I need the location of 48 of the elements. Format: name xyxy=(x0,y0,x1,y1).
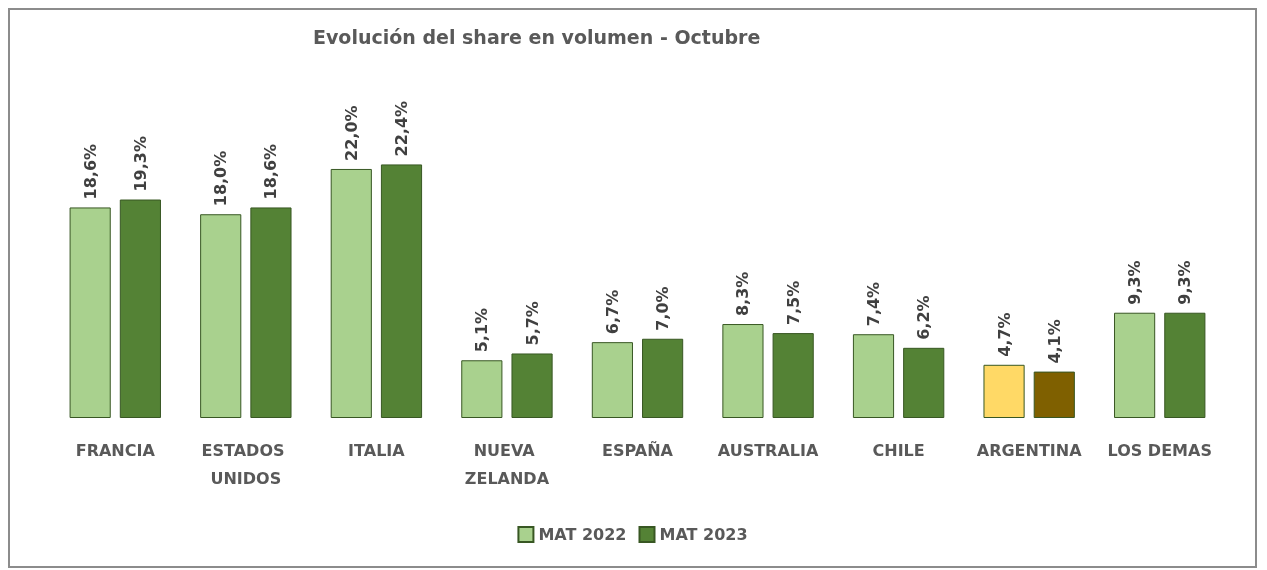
bar xyxy=(330,168,372,418)
data-label: 22,4% xyxy=(392,100,411,157)
data-label: 6,7% xyxy=(602,289,622,335)
x-tick-label: ARGENTINA xyxy=(976,440,1083,460)
x-tick-label: ESPAÑA xyxy=(602,440,674,460)
bar xyxy=(642,338,684,418)
data-label: 9,3% xyxy=(1125,260,1145,305)
bar xyxy=(591,342,633,418)
bar xyxy=(200,214,242,418)
bar xyxy=(380,164,423,418)
bar xyxy=(852,334,895,418)
bar xyxy=(722,324,764,418)
data-label: 18,6% xyxy=(80,143,100,200)
bar xyxy=(983,364,1025,418)
bar xyxy=(903,347,945,418)
data-label: 19,3% xyxy=(130,136,150,192)
bar xyxy=(69,207,111,418)
data-label: 8,3% xyxy=(733,271,753,317)
x-tick-label: ITALIA xyxy=(348,440,406,460)
data-label: 7,0% xyxy=(653,286,673,331)
data-label: 5,1% xyxy=(472,307,492,353)
x-tick-label: CHILE xyxy=(872,440,925,460)
x-tick-label: LOS DEMAS xyxy=(1107,440,1212,460)
bar xyxy=(1114,312,1156,418)
data-label: 18,6% xyxy=(261,143,281,200)
bar xyxy=(1164,312,1206,418)
bar xyxy=(119,199,161,418)
bar xyxy=(1033,371,1075,418)
x-tick-label: FRANCIA xyxy=(75,440,156,460)
data-label: 4,1% xyxy=(1044,319,1064,364)
x-tick-label: AUSTRALIA xyxy=(717,440,819,460)
data-label: 18,0% xyxy=(211,150,231,207)
chart-title: Evolución del share en volumen - Octubre xyxy=(313,25,761,48)
x-tick-label: ESTADOS UNIDOS xyxy=(201,440,291,488)
bar xyxy=(250,207,292,418)
legend-label: MAT 2022 xyxy=(538,525,627,544)
bar xyxy=(772,333,814,418)
data-label: 9,3% xyxy=(1175,260,1195,305)
data-label: 4,7% xyxy=(994,312,1014,357)
bar xyxy=(511,353,553,418)
data-label: 5,7% xyxy=(522,301,542,346)
data-label: 7,5% xyxy=(783,280,803,326)
bar xyxy=(461,360,503,418)
data-label: 6,2% xyxy=(914,295,934,340)
legend-label: MAT 2023 xyxy=(659,525,748,544)
data-label: 22,0% xyxy=(341,105,361,161)
x-tick-label: NUEVA ZELANDA xyxy=(464,440,550,488)
data-label: 7,4% xyxy=(864,281,883,327)
